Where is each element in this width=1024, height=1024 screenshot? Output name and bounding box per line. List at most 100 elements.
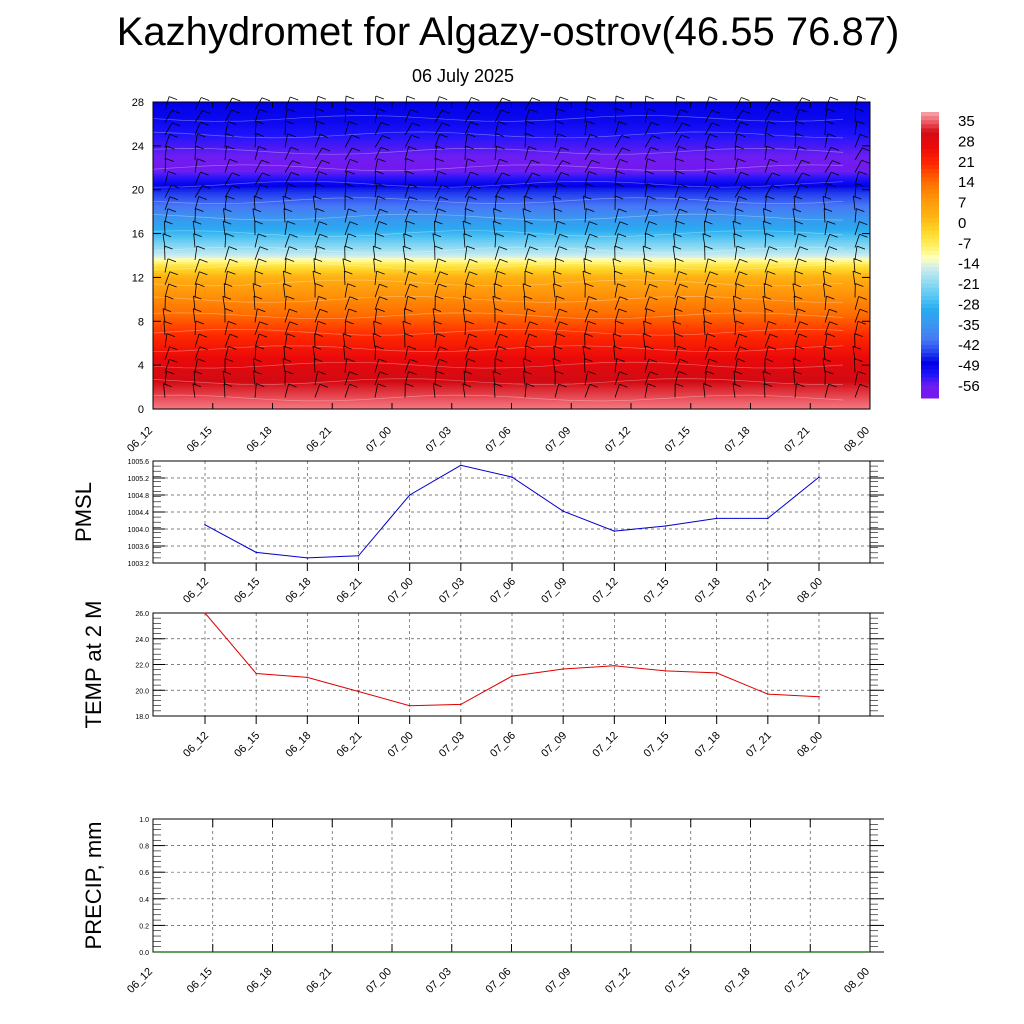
wind-barb: [194, 333, 208, 348]
wind-barb: [704, 171, 717, 186]
wind-barb-flag: [345, 95, 355, 100]
wind-barb: [224, 246, 238, 261]
wind-barb-flag: [321, 159, 330, 164]
wind-barb-staff: [374, 135, 383, 148]
wind-barb: [794, 333, 808, 348]
wind-barb-flag: [830, 146, 839, 151]
x-tick-label: 06_15: [232, 730, 262, 760]
wind-barb-flag: [253, 358, 262, 362]
wind-barb-flag: [584, 358, 593, 362]
wind-barb-flag: [439, 196, 448, 201]
wind-barb: [764, 184, 780, 198]
heatmap-band: [153, 312, 870, 316]
wind-barb-staff: [464, 171, 471, 186]
wind-barb: [733, 370, 743, 386]
x-tick-label: 07_00: [364, 966, 394, 996]
wind-barb: [254, 146, 267, 161]
wind-barb-staff: [433, 321, 436, 336]
wind-barb-staff: [704, 371, 707, 386]
wind-barb-flag: [493, 208, 502, 212]
heatmap-band: [153, 202, 870, 206]
wind-barb: [494, 308, 504, 323]
wind-barb: [614, 134, 630, 148]
wind-barb-staff: [704, 196, 711, 211]
wind-barb-flag: [823, 345, 832, 350]
wind-barb-staff: [254, 233, 259, 248]
wind-barb-staff: [584, 134, 591, 148]
wind-barb-flag: [439, 96, 448, 100]
wind-barb: [734, 258, 748, 273]
temperature-2m-point: [715, 672, 718, 674]
wind-barb-staff: [254, 321, 260, 336]
colorbar-label: 21: [958, 154, 975, 171]
wind-barb-flag: [404, 333, 413, 337]
wind-barb-staff: [314, 246, 318, 261]
heatmap-band: [153, 110, 870, 114]
wind-barb: [194, 145, 204, 161]
wind-barb-flag: [345, 183, 354, 187]
wind-barb-staff: [194, 171, 201, 186]
wind-barb-staff: [194, 259, 200, 273]
wind-barb: [194, 110, 211, 123]
wind-barb: [464, 196, 477, 211]
colorbar-swatch: [921, 197, 939, 203]
x-tick-label: 07_18: [723, 966, 753, 996]
wind-barb-flag: [499, 258, 508, 263]
wind-barb: [554, 120, 564, 136]
wind-barb-flag: [408, 146, 417, 150]
wind-barb-staff: [674, 258, 676, 273]
heatmap-band: [153, 233, 870, 237]
wind-barb: [163, 383, 172, 398]
wind-barb-staff: [314, 160, 323, 173]
wind-barb-staff: [432, 233, 436, 248]
heatmap-band: [153, 196, 870, 200]
wind-barb-staff: [554, 234, 560, 248]
wind-barb-staff: [402, 321, 406, 336]
wind-barb-staff: [194, 145, 197, 161]
wind-barb: [824, 120, 834, 136]
wind-barb-flag: [649, 208, 658, 213]
wind-barb-flag: [527, 308, 536, 313]
colorbar-swatch: [921, 267, 939, 272]
wind-barb: [644, 233, 654, 248]
wind-barb: [374, 233, 384, 248]
heatmap-band: [153, 387, 870, 390]
pmsl-point: [715, 517, 718, 520]
wind-barb-flag: [168, 96, 178, 100]
wind-barb-staff: [824, 221, 828, 236]
heatmap-band: [153, 338, 870, 342]
wind-barb-flag: [830, 171, 840, 176]
wind-barb-staff: [854, 108, 857, 123]
wind-barb-staff: [824, 147, 832, 161]
wind-barb-staff: [644, 296, 650, 311]
wind-barb-flag: [283, 208, 293, 212]
wind-barb-flag: [827, 133, 836, 138]
wind-barb-flag: [585, 183, 595, 187]
wind-barb-staff: [374, 122, 382, 136]
wind-barb-staff: [732, 383, 736, 398]
wind-barb-staff: [854, 371, 859, 386]
wind-barb-flag: [673, 233, 682, 237]
colorbar-swatch: [921, 161, 939, 166]
wind-barb-staff: [644, 170, 647, 186]
wind-barb-staff: [344, 283, 348, 298]
wind-barb: [284, 160, 301, 173]
wind-barb-flag: [406, 220, 415, 225]
wind-barb: [704, 109, 721, 123]
wind-barb-flag: [705, 158, 715, 162]
colorbar-swatch: [921, 128, 939, 133]
wind-barb-flag: [432, 233, 442, 238]
x-tick-label: 07_03: [437, 730, 467, 760]
wind-barb-flag: [202, 185, 211, 189]
wind-barb-staff: [434, 220, 436, 236]
wind-barb: [374, 221, 388, 236]
x-tick-label: 07_06: [484, 425, 514, 455]
wind-barb-staff: [314, 234, 320, 248]
wind-barb: [794, 220, 804, 236]
wind-barb-staff: [463, 370, 466, 386]
wind-barb-staff: [554, 160, 563, 173]
wind-barb-staff: [674, 221, 678, 236]
wind-barb: [464, 110, 481, 123]
wind-barb-staff: [584, 147, 593, 161]
wind-barb: [554, 183, 566, 198]
